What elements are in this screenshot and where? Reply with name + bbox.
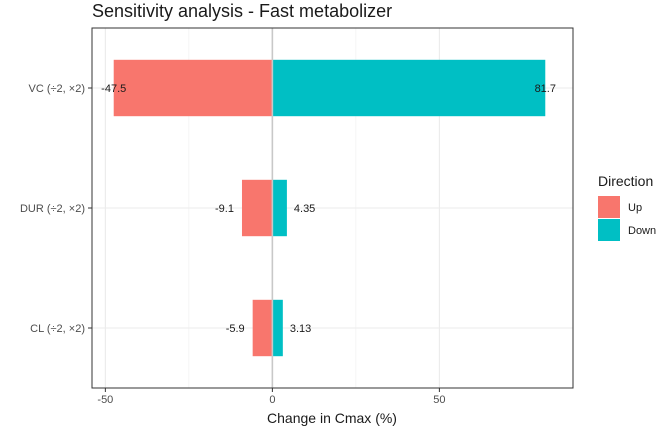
legend: Direction Up Down [598, 173, 656, 241]
x-axis-tick-label: -50 [97, 394, 113, 406]
y-axis-tick-label: CL (÷2, ×2) [30, 323, 85, 335]
bar-up [241, 179, 273, 237]
bar-down [272, 179, 287, 237]
legend-label-up: Up [628, 202, 642, 214]
legend-label-down: Down [628, 225, 656, 237]
data-label-down: 3.13 [290, 323, 311, 335]
data-label-up: -47.5 [101, 83, 126, 95]
bar-down [272, 59, 546, 117]
chart-title: Sensitivity analysis - Fast metabolizer [92, 1, 392, 21]
x-axis-title: Change in Cmax (%) [267, 410, 397, 426]
y-axis-tick-label: DUR (÷2, ×2) [20, 203, 85, 215]
data-label-down: 4.35 [294, 203, 315, 215]
legend-key-down [598, 219, 620, 241]
data-label-up: -9.1 [215, 203, 234, 215]
x-axis-tick-label: 50 [433, 394, 445, 406]
bar-up [113, 59, 273, 117]
x-axis-tick-label: 0 [269, 394, 275, 406]
legend-title: Direction [598, 173, 653, 189]
plot-area: -47.5 -9.1 -5.9 81.7 4.35 3.13 VC (÷2, ×2) DUR … [20, 27, 574, 406]
bar-up [252, 299, 273, 357]
y-axis-tick-label: VC (÷2, ×2) [29, 83, 85, 95]
legend-key-up [598, 196, 620, 218]
bar-down [272, 299, 283, 357]
data-label-up: -5.9 [226, 323, 245, 335]
data-label-down: 81.7 [535, 83, 556, 95]
